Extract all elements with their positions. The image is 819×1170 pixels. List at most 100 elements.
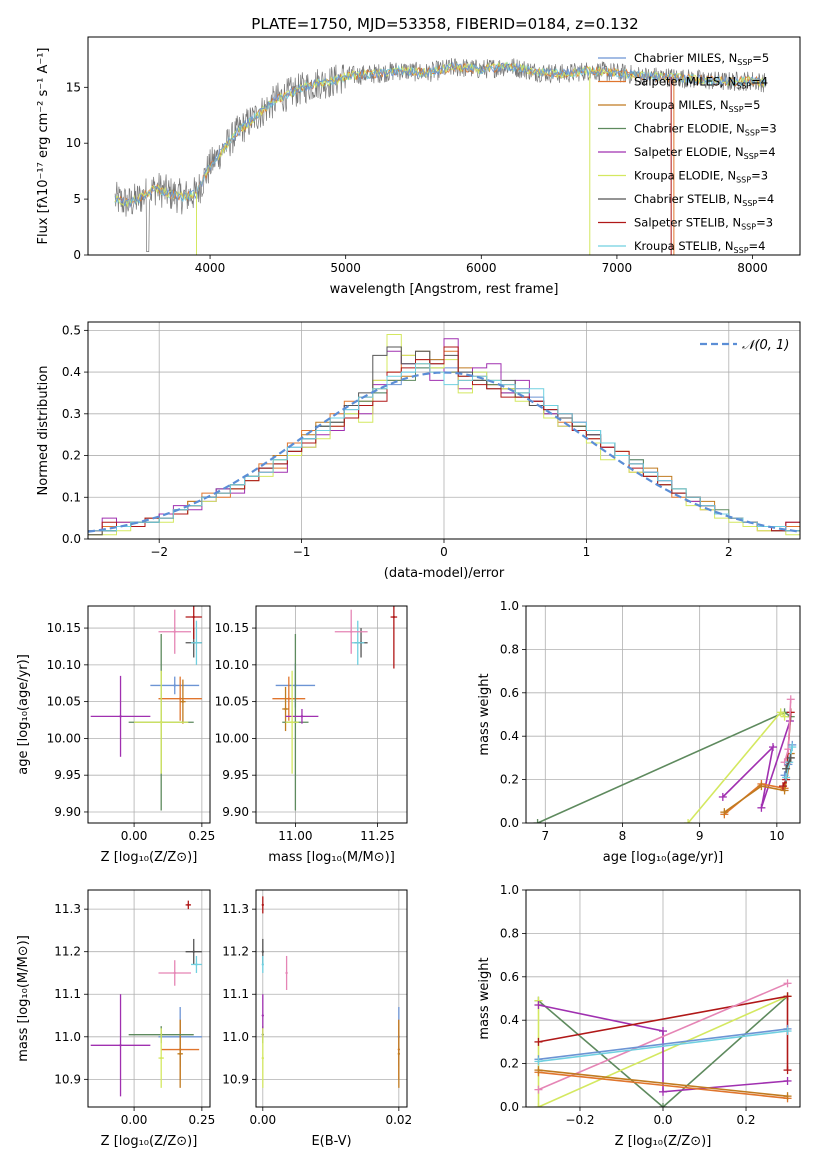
x-tick-label: 0.00 [249, 1113, 276, 1127]
model-line-kroupa_elodie [114, 61, 767, 207]
y-tick-label: 0.2 [500, 773, 519, 787]
legend-label: Kroupa STELIB, NSSP=4 [634, 239, 765, 255]
y-tick-label: 10.9 [222, 1072, 249, 1086]
data-point-salpeter_miles [178, 697, 182, 700]
y-axis-label: Flux [fλ10⁻¹⁷ erg cm⁻² s⁻¹ A⁻¹] [36, 48, 51, 245]
legend-label-main: Kroupa STELIB, N [634, 239, 734, 253]
y-tick-label: 0.0 [62, 532, 81, 546]
plot-area [533, 695, 797, 823]
legend-label-sub: SSP [736, 176, 751, 185]
y-tick-label: 0.4 [500, 729, 519, 743]
y-tick-label: 0.1 [62, 490, 81, 504]
x-axis-label: (data-model)/error [384, 566, 505, 581]
y-tick-label: 10.10 [215, 658, 249, 672]
legend-label: Chabrier ELODIE, NSSP=3 [634, 122, 777, 138]
y-tick-label: 9.95 [222, 768, 249, 782]
data-point-salpeter_miles [287, 697, 291, 700]
y-tick-label: 0 [73, 248, 81, 262]
data-point-salpeter_elodie [300, 715, 304, 718]
x-tick-label: 0.00 [121, 1113, 148, 1127]
axes-frame [87, 605, 211, 824]
legend-label-tail: =4 [757, 192, 774, 206]
data-point-kroupa_miles [178, 1052, 182, 1056]
x-axis-label: E(B-V) [311, 1134, 351, 1149]
data-point-pink [349, 630, 353, 633]
axes-frame [87, 889, 211, 1108]
data-point-salpeter_elodie [261, 1014, 265, 1017]
plot-area [90, 606, 202, 811]
x-tick-label: 0.00 [121, 829, 148, 843]
data-point-kroupa_miles [284, 707, 287, 711]
legend-label-tail: =3 [760, 122, 777, 136]
weight-line-salpeter_elodie [722, 720, 791, 809]
x-tick-label: 0.2 [736, 1113, 755, 1127]
y-tick-label: 11.1 [54, 987, 81, 1001]
data-point-kroupa_stelib [195, 963, 198, 966]
legend-label: Chabrier MILES, NSSP=5 [634, 51, 769, 67]
y-tick-label: 0.6 [500, 970, 519, 984]
axes-frame [255, 605, 408, 824]
x-tick-label: −2 [150, 545, 168, 559]
plot-area [90, 900, 202, 1097]
x-axis-label: mass [log₁₀(M/M⊙)] [268, 850, 395, 865]
panel-age_vs_mass: 11.00 11.25 9.90 9.95 10.00 10.05 10.10 10.15 ma… [215, 605, 408, 865]
data-point-kroupa_stelib [356, 641, 359, 644]
plot-area [534, 979, 792, 1107]
weight-line-chabrier_stelib [785, 757, 792, 770]
legend-label-main: Chabrier STELIB, N [634, 192, 742, 206]
panel-spectrum: 4000 5000 6000 7000 8000 0 5 10 15 wavelength [An… [36, 36, 801, 297]
data-point-salpeter_stelib [261, 903, 265, 907]
panel-residuals: −2 −1 0 1 2 0.0 0.1 0.2 0.3 0.4 0.5 (data-model)/er… [36, 321, 801, 581]
legend-label-tail: =5 [752, 51, 769, 65]
x-tick-label: 6000 [466, 261, 497, 275]
legend-label-sub: SSP [742, 199, 757, 208]
y-tick-label: 0.2 [500, 1057, 519, 1071]
data-point-kroupa_elodie [261, 1056, 265, 1060]
y-tick-label: 0.8 [500, 926, 519, 940]
x-tick-label: 8000 [737, 261, 768, 275]
legend-label-main: Salpeter STELIB, N [634, 216, 741, 230]
plot-area [261, 896, 401, 1088]
y-tick-label: 9.90 [222, 805, 249, 819]
x-axis-label: age [log₁₀(age/yr)] [603, 850, 724, 865]
legend-label-tail: =3 [751, 169, 768, 183]
data-point-salpeter_stelib [392, 615, 396, 619]
axes-frame [87, 321, 801, 540]
axes-frame [525, 605, 801, 824]
y-tick-label: 9.90 [54, 805, 81, 819]
x-tick-label: 10 [769, 829, 784, 843]
panel-massweight_vs_age: 7 8 9 10 0.0 0.2 0.4 0.6 0.8 1.0 age [log₁₀(age/yr… [477, 599, 801, 865]
legend-label-sub: SSP [736, 82, 751, 91]
legend-label-tail: =5 [744, 98, 761, 112]
data-point-kroupa_elodie [160, 1056, 163, 1060]
data-point-pink [173, 971, 176, 975]
y-axis-label: mass weight [477, 957, 492, 1039]
x-tick-label: 0.25 [189, 1113, 216, 1127]
panel-massweight_vs_Z: −0.2 0.0 0.2 0.0 0.2 0.4 0.6 0.8 1.0 Z [log₁₀(Z/Z… [477, 883, 801, 1149]
legend-label-main: Kroupa MILES, N [634, 98, 729, 112]
legend-label-main: Chabrier MILES, N [634, 51, 737, 65]
legend-label: Salpeter MILES, NSSP=4 [634, 75, 768, 91]
legend-label-sub: SSP [744, 152, 759, 161]
y-tick-label: 10.10 [47, 658, 81, 672]
y-tick-label: 5 [73, 192, 81, 206]
plot-area [88, 334, 800, 536]
y-tick-label: 11.3 [54, 902, 81, 916]
y-axis-label: mass [log₁₀(M/M⊙)] [16, 935, 31, 1062]
legend-label-main: Kroupa ELODIE, N [634, 169, 736, 183]
x-tick-label: 8 [619, 829, 627, 843]
legend-label: Kroupa ELODIE, NSSP=3 [634, 169, 768, 185]
weight-line-chabrier_miles [538, 1028, 788, 1061]
data-point-chabrier_stelib [192, 950, 195, 953]
legend-label: Chabrier STELIB, NSSP=4 [634, 192, 774, 208]
legend-label-main: Chabrier ELODIE, N [634, 122, 745, 136]
legend-label-tail: =4 [759, 145, 776, 159]
x-tick-label: 0.0 [653, 1113, 672, 1127]
data-point-chabrier_miles [173, 684, 176, 687]
y-tick-label: 0.4 [500, 1013, 519, 1027]
plot-area [114, 58, 767, 255]
legend-label: Salpeter STELIB, NSSP=3 [634, 216, 773, 232]
legend-label: Salpeter ELODIE, NSSP=4 [634, 145, 776, 161]
weight-line-kroupa_stelib [538, 1030, 788, 1063]
y-tick-label: 11.2 [222, 945, 249, 959]
